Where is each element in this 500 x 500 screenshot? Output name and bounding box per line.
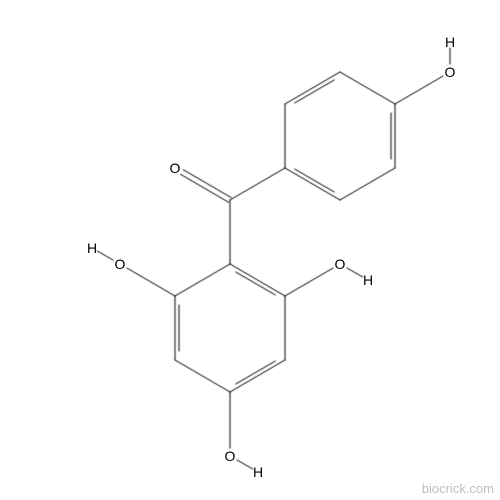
watermark-text: biocrick.com: [422, 481, 494, 496]
atom-O1: O: [170, 160, 181, 176]
atom-H5: H: [87, 240, 97, 256]
atom-O4: O: [225, 448, 236, 464]
atom-H2: H: [445, 34, 455, 50]
atom-O5: O: [115, 256, 126, 272]
atom-H3: H: [363, 272, 373, 288]
molecule-canvas: [0, 0, 500, 500]
atom-O3: O: [335, 256, 346, 272]
atom-O2: O: [445, 64, 456, 80]
atom-H4: H: [253, 464, 263, 480]
